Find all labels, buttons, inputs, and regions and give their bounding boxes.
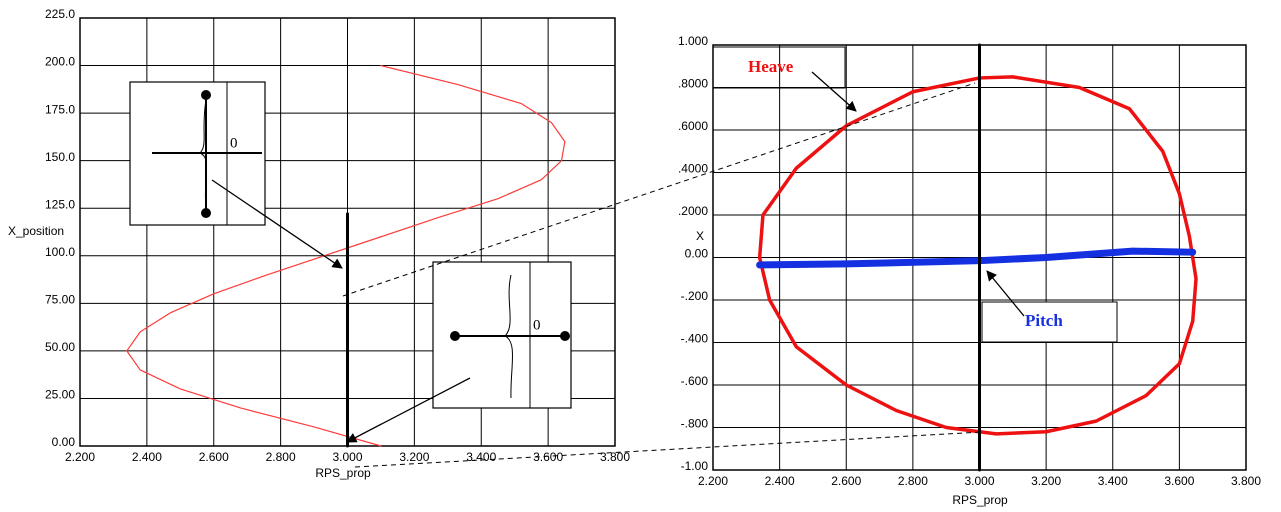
x-tick-label: 2.400 [765, 474, 795, 488]
y-tick-label: 75.00 [45, 293, 75, 307]
connector [342, 82, 976, 297]
y-tick-label: 25.00 [45, 388, 75, 402]
y-tick-label: 0.00 [685, 247, 709, 261]
y-tick-label: -1.00 [681, 459, 709, 473]
connector [354, 431, 983, 468]
y-tick-label: -.600 [681, 374, 709, 388]
series-line [756, 247, 1197, 269]
x-tick-label: 2.200 [65, 450, 95, 464]
x-axis-label: RPS_prop [315, 466, 371, 480]
inset-label: 0 [533, 317, 541, 333]
y-tick-label: -.400 [681, 332, 709, 346]
inset-label: 0 [230, 135, 238, 151]
arrow [211, 179, 343, 269]
x-tick-label: 3.600 [533, 450, 563, 464]
x-tick-label: 3.000 [964, 474, 994, 488]
y-tick-label: 150.0 [45, 150, 75, 164]
x-tick-label: 3.200 [1031, 474, 1061, 488]
x-tick-label: 3.800 [1231, 474, 1261, 488]
x-tick-label: 2.800 [266, 450, 296, 464]
x-tick-label: 2.800 [898, 474, 928, 488]
y-tick-label: 50.00 [45, 340, 75, 354]
x-tick-label: 2.600 [831, 474, 861, 488]
y-tick-label: -.800 [681, 417, 709, 431]
y-axis-label: X_position [8, 224, 64, 238]
note-box [981, 301, 1118, 343]
arrow [986, 270, 1025, 317]
note-box [712, 46, 846, 89]
x-tick-label: 3.800 [600, 450, 630, 464]
inset: 0 [129, 81, 266, 226]
y-tick-label: .2000 [678, 204, 708, 218]
y-tick-label: -.200 [681, 289, 709, 303]
y-axis-label: X [696, 229, 704, 243]
y-tick-label: 225.0 [45, 7, 75, 21]
x-axis-label: RPS_prop [952, 493, 1008, 507]
x-tick-label: 3.400 [1098, 474, 1128, 488]
x-tick-label: 3.600 [1164, 474, 1194, 488]
x-tick-label: 3.000 [332, 450, 362, 464]
arrow [811, 71, 857, 112]
y-tick-label: .6000 [678, 119, 708, 133]
inset: 0 [432, 261, 572, 409]
y-tick-label: 1.000 [678, 34, 708, 48]
series-label: Pitch [1025, 311, 1063, 330]
y-tick-label: 0.00 [52, 435, 76, 449]
y-tick-label: 175.0 [45, 102, 75, 116]
x-tick-label: 3.400 [466, 450, 496, 464]
series-label: Heave [748, 57, 794, 76]
x-tick-label: 2.200 [698, 474, 728, 488]
arrow [346, 377, 471, 443]
x-tick-label: 2.600 [199, 450, 229, 464]
y-tick-label: 200.0 [45, 55, 75, 69]
y-tick-label: .4000 [678, 162, 708, 176]
x-tick-label: 2.400 [132, 450, 162, 464]
x-tick-label: 3.200 [399, 450, 429, 464]
y-tick-label: 100.0 [45, 245, 75, 259]
y-tick-label: .8000 [678, 77, 708, 91]
y-tick-label: 125.0 [45, 197, 75, 211]
